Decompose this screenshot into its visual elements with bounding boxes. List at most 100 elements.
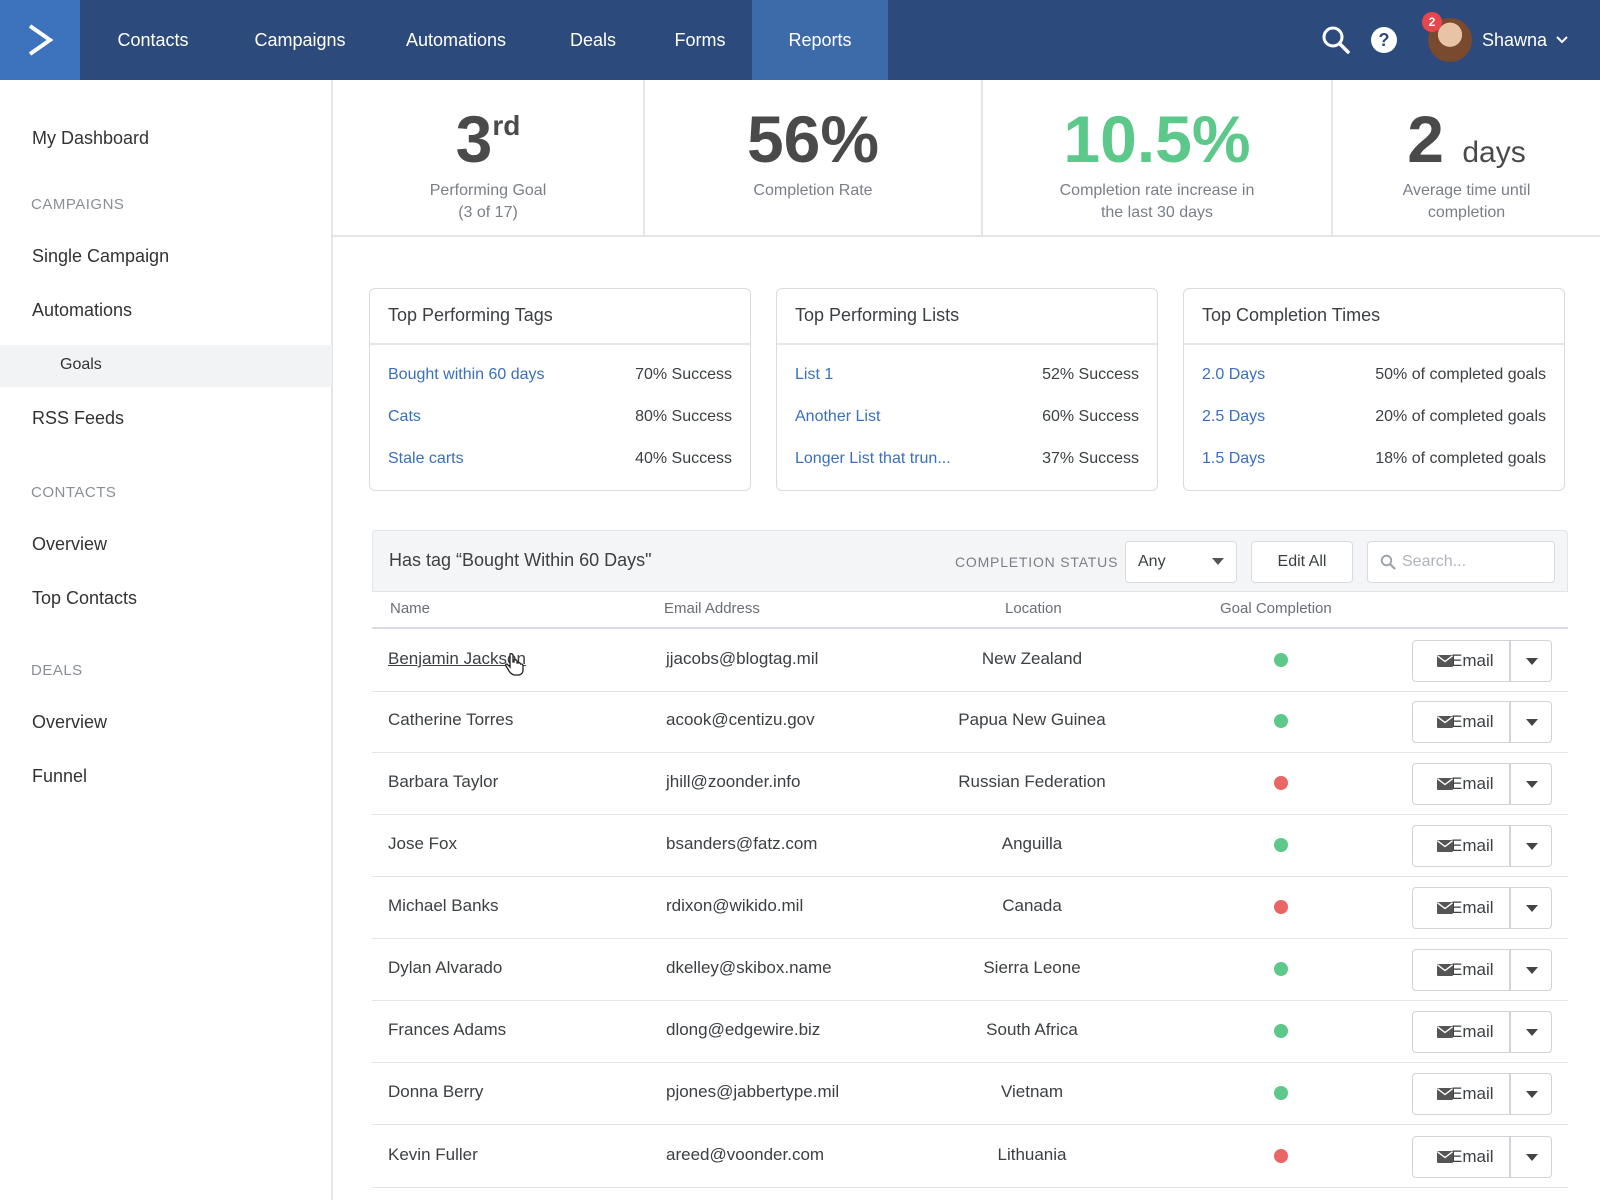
email-options-dropdown[interactable] <box>1511 641 1551 681</box>
sidebar-item-top-contacts[interactable]: Top Contacts <box>32 588 138 608</box>
email-options-dropdown[interactable] <box>1511 702 1551 742</box>
email-options-dropdown[interactable] <box>1511 826 1551 866</box>
edit-all-button[interactable]: Edit All <box>1251 541 1353 583</box>
column-header-goal-completion[interactable]: Goal Completion <box>1220 600 1332 617</box>
sidebar-header-deals: DEALS <box>31 662 83 679</box>
app-logo[interactable] <box>0 0 80 80</box>
success-value: 37% Success <box>1042 450 1139 467</box>
sidebar-active-highlight <box>0 345 332 387</box>
contact-location: South Africa <box>986 1020 1078 1039</box>
email-options-dropdown[interactable] <box>1511 1074 1551 1114</box>
list-link[interactable]: List 1 <box>795 366 834 383</box>
nav-reports[interactable]: Reports <box>752 0 888 80</box>
nav-forms[interactable]: Forms <box>674 30 726 50</box>
column-header-name[interactable]: Name <box>390 600 431 617</box>
email-button[interactable]: Email <box>1425 1137 1509 1177</box>
sidebar-item-single-campaign[interactable]: Single Campaign <box>32 246 170 266</box>
column-header-email[interactable]: Email Address <box>664 600 760 617</box>
list-item: Cats 80% Success <box>388 408 732 432</box>
tag-link[interactable]: Stale carts <box>388 450 464 467</box>
tag-link[interactable]: Cats <box>388 408 421 425</box>
goal-share-value: 18% of completed goals <box>1375 450 1546 467</box>
email-button-label: Email <box>1451 1147 1494 1166</box>
email-button[interactable]: Email <box>1425 641 1509 681</box>
contact-email: areed@voonder.com <box>666 1145 825 1164</box>
goal-status-dot <box>1274 900 1288 914</box>
goal-status-dot <box>1274 653 1288 667</box>
divider <box>1509 950 1511 990</box>
time-link[interactable]: 2.0 Days <box>1202 366 1266 383</box>
stats-bar: 3rd Performing Goal (3 of 17) 56% Complet… <box>333 80 1600 237</box>
contact-name[interactable]: Frances Adams <box>388 1020 507 1039</box>
list-link[interactable]: Longer List that trun... <box>795 450 951 467</box>
email-options-dropdown[interactable] <box>1511 888 1551 928</box>
search-input[interactable] <box>1402 542 1547 582</box>
stat-label: Performing Goal (3 of 17) <box>429 182 547 221</box>
nav-automations[interactable]: Automations <box>405 30 507 50</box>
sidebar-item-contacts-overview[interactable]: Overview <box>32 534 108 554</box>
sidebar-item-my-dashboard[interactable]: My Dashboard <box>32 128 150 148</box>
contact-email: dlong@edgewire.biz <box>666 1020 821 1039</box>
search-box[interactable] <box>1367 541 1555 583</box>
column-header-location[interactable]: Location <box>1005 600 1062 617</box>
email-options-dropdown[interactable] <box>1511 764 1551 804</box>
caret-down-icon <box>1526 1091 1538 1098</box>
tag-link[interactable]: Bought within 60 days <box>388 366 545 383</box>
nav-contacts[interactable]: Contacts <box>117 30 189 50</box>
email-button[interactable]: Email <box>1425 950 1509 990</box>
success-value: 70% Success <box>635 366 732 383</box>
contact-location: Canada <box>1002 896 1062 915</box>
stat-label: Average time until completion <box>1402 182 1531 221</box>
time-link[interactable]: 2.5 Days <box>1202 408 1266 425</box>
contact-name[interactable]: Kevin Fuller <box>388 1145 478 1164</box>
email-button[interactable]: Email <box>1425 1074 1509 1114</box>
card-title: Top Performing Tags <box>388 305 553 325</box>
sidebar-item-rss-feeds[interactable]: RSS Feeds <box>32 408 125 428</box>
sidebar-item-deals-overview[interactable]: Overview <box>32 712 108 732</box>
goal-share-value: 50% of completed goals <box>1375 366 1546 383</box>
email-button[interactable]: Email <box>1425 888 1509 928</box>
contact-name[interactable]: Jose Fox <box>388 834 457 853</box>
contact-name[interactable]: Catherine Torres <box>388 710 514 729</box>
time-link[interactable]: 1.5 Days <box>1202 450 1266 467</box>
chevron-down-icon[interactable] <box>1554 32 1570 48</box>
email-options-dropdown[interactable] <box>1511 1012 1551 1052</box>
list-item: 1.5 Days 18% of completed goals <box>1202 450 1546 474</box>
goal-status-dot <box>1274 962 1288 976</box>
contact-name[interactable]: Dylan Alvarado <box>388 958 503 977</box>
nav-campaigns[interactable]: Campaigns <box>254 30 346 50</box>
card-title: Top Performing Lists <box>795 305 960 325</box>
email-button[interactable]: Email <box>1425 764 1509 804</box>
help-icon[interactable]: ? <box>1366 22 1402 58</box>
envelope-icon <box>1437 1088 1453 1100</box>
email-options-dropdown[interactable] <box>1511 950 1551 990</box>
contact-email: acook@centizu.gov <box>666 710 815 729</box>
email-options-dropdown[interactable] <box>1511 1137 1551 1177</box>
contact-email: pjones@jabbertype.mil <box>666 1082 840 1101</box>
goal-share-value: 20% of completed goals <box>1375 408 1546 425</box>
email-button[interactable]: Email <box>1425 702 1509 742</box>
notification-badge[interactable]: 2 <box>1422 12 1442 32</box>
email-split-button: Email <box>1412 887 1552 929</box>
contact-name[interactable]: Donna Berry <box>388 1082 484 1101</box>
list-link[interactable]: Another List <box>795 408 881 425</box>
divider <box>1509 888 1511 928</box>
email-button[interactable]: Email <box>1425 1012 1509 1052</box>
success-value: 40% Success <box>635 450 732 467</box>
completion-status-select[interactable]: Any <box>1125 541 1237 583</box>
nav-deals[interactable]: Deals <box>569 30 617 50</box>
email-button[interactable]: Email <box>1425 826 1509 866</box>
contact-name[interactable]: Benjamin Jackson <box>388 649 526 668</box>
table-row: Dylan Alvarado dkelley@skibox.name Sierra … <box>372 939 1568 1001</box>
avatar[interactable]: 2 <box>1422 12 1472 62</box>
sidebar-item-automations[interactable]: Automations <box>32 300 133 320</box>
sidebar-item-funnel[interactable]: Funnel <box>32 766 88 786</box>
search-icon[interactable] <box>1318 22 1354 58</box>
sidebar-item-goals[interactable]: Goals <box>60 356 102 373</box>
divider <box>777 343 1157 345</box>
list-item: 2.5 Days 20% of completed goals <box>1202 408 1546 432</box>
caret-down-icon <box>1526 658 1538 665</box>
user-name[interactable]: Shawna <box>1482 30 1548 50</box>
contact-name[interactable]: Barbara Taylor <box>388 772 499 791</box>
contact-name[interactable]: Michael Banks <box>388 896 499 915</box>
